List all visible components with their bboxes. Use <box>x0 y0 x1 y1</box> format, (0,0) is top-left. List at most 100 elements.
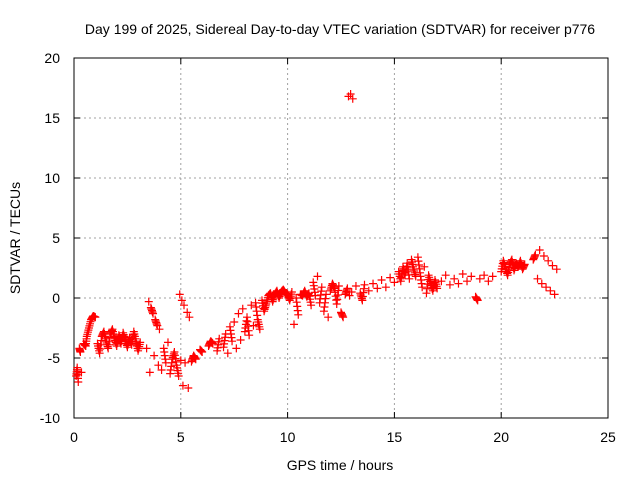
data-point <box>520 260 529 269</box>
data-point <box>343 284 352 293</box>
data-point <box>339 313 348 322</box>
data-point <box>245 331 254 340</box>
data-point <box>537 279 546 288</box>
data-point <box>360 280 369 289</box>
data-point <box>373 284 382 293</box>
data-point <box>546 286 555 295</box>
data-point <box>386 273 395 282</box>
data-point <box>185 313 194 322</box>
axis-ticks <box>73 57 609 419</box>
data-point <box>157 366 166 374</box>
x-tick-labels: 0 5 10 15 20 25 <box>70 429 616 445</box>
data-point <box>294 310 303 319</box>
data-point <box>249 321 258 330</box>
y-tick-label: 15 <box>44 110 60 126</box>
data-point <box>176 356 185 365</box>
data-point <box>348 94 357 103</box>
data-point <box>347 288 356 296</box>
y-axis-label: SDTVAR / TECUs <box>7 182 23 294</box>
data-point <box>149 309 158 318</box>
data-point <box>454 279 463 288</box>
data-point <box>544 256 553 265</box>
data-point <box>441 271 450 280</box>
data-point <box>307 301 316 310</box>
data-point <box>174 372 183 380</box>
data-point <box>531 250 540 259</box>
data-point <box>234 309 243 318</box>
chart-title: Day 199 of 2025, Sidereal Day-to-day VTE… <box>85 21 595 37</box>
data-point <box>150 351 159 360</box>
data-point <box>177 296 186 305</box>
x-tick-label: 5 <box>177 429 185 445</box>
x-tick-label: 10 <box>280 429 296 445</box>
data-point <box>542 283 551 292</box>
data-point <box>175 290 184 299</box>
y-tick-label: -10 <box>40 410 60 426</box>
x-tick-label: 15 <box>387 429 403 445</box>
x-tick-label: 0 <box>70 429 78 445</box>
data-point <box>287 288 296 296</box>
data-point <box>437 277 446 286</box>
data-point <box>322 290 331 299</box>
data-point <box>181 358 190 367</box>
data-point <box>405 274 414 283</box>
data-point <box>346 90 355 98</box>
data-point <box>184 384 193 392</box>
data-point <box>180 301 189 310</box>
grid-lines <box>74 58 608 418</box>
data-point <box>91 313 100 322</box>
data-point <box>136 338 145 347</box>
data-point <box>552 265 561 274</box>
data-point <box>458 270 467 278</box>
data-point <box>418 283 427 292</box>
data-point <box>198 348 207 356</box>
data-point <box>313 272 322 281</box>
y-tick-label: 0 <box>52 290 60 306</box>
data-point <box>77 368 86 377</box>
x-tick-label: 25 <box>600 429 616 445</box>
data-point <box>238 304 247 313</box>
data-point <box>369 279 378 288</box>
data-point <box>223 349 232 358</box>
data-points <box>72 90 561 392</box>
y-tick-label: 10 <box>44 170 60 186</box>
data-point <box>154 361 163 370</box>
data-point <box>255 325 264 334</box>
data-point <box>539 252 548 260</box>
data-point <box>236 336 245 344</box>
data-point <box>377 276 386 284</box>
y-tick-label: 5 <box>52 230 60 246</box>
data-point <box>155 325 164 334</box>
data-point <box>550 290 559 299</box>
data-point <box>351 282 360 290</box>
data-point <box>364 286 373 295</box>
data-point <box>484 277 493 286</box>
data-point <box>535 246 544 254</box>
data-point <box>473 296 482 305</box>
data-point <box>488 272 497 281</box>
data-point <box>208 339 217 348</box>
data-point <box>290 320 299 329</box>
data-point <box>163 338 172 347</box>
data-point <box>324 313 333 322</box>
y-tick-labels: -10 -5 0 5 10 15 20 <box>40 50 60 426</box>
data-point <box>317 283 326 292</box>
data-point <box>480 271 489 280</box>
data-point <box>334 282 343 290</box>
data-point <box>420 262 429 271</box>
data-point <box>74 378 83 386</box>
data-point <box>144 297 153 306</box>
data-point <box>183 308 192 317</box>
data-point <box>475 274 484 283</box>
data-point <box>76 348 85 356</box>
data-point <box>445 280 454 289</box>
data-point <box>533 274 542 283</box>
y-tick-label: 20 <box>44 50 60 66</box>
data-point <box>232 344 241 353</box>
data-point <box>467 272 476 281</box>
x-axis-label: GPS time / hours <box>287 457 394 473</box>
data-point <box>548 261 557 270</box>
data-point <box>390 278 399 287</box>
data-point <box>463 277 472 286</box>
